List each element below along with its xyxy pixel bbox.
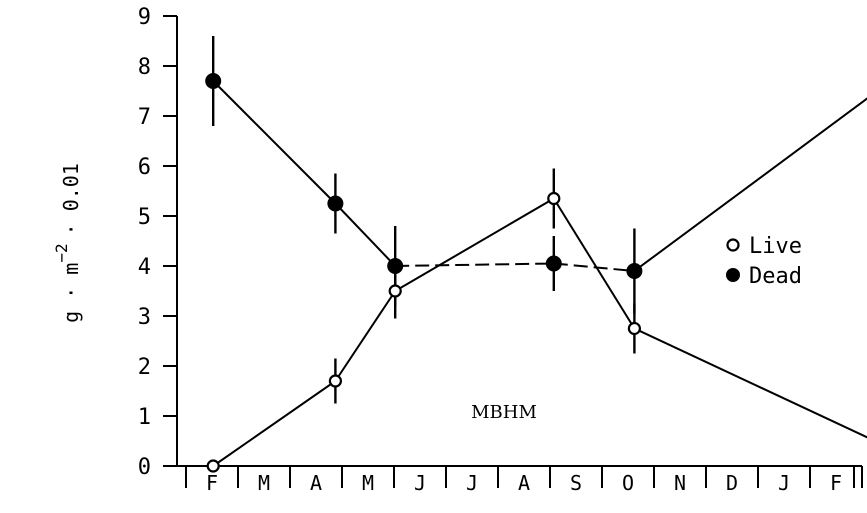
x-tick-label: F xyxy=(830,471,842,495)
error-bars-layer xyxy=(211,36,636,404)
y-axis-label-exponent: −2 xyxy=(52,243,71,262)
y-tick-label: 4 xyxy=(138,255,151,280)
series-lines-layer xyxy=(212,80,867,467)
legend-live-marker xyxy=(726,238,740,252)
x-tick-label: M xyxy=(362,471,374,495)
x-tick-label: J xyxy=(466,471,478,495)
y-tick-label: 9 xyxy=(138,5,151,30)
legend: Live Dead xyxy=(726,234,802,289)
y-tick-label: 1 xyxy=(138,405,151,430)
y-axis-label: g · m−2 · 0.01 xyxy=(52,163,83,323)
x-tick-label: J xyxy=(414,471,426,495)
series-line-dead xyxy=(212,80,337,205)
x-tick-label: M xyxy=(258,471,270,495)
data-point-dead xyxy=(205,73,222,89)
x-tick-label: O xyxy=(622,471,634,495)
data-point-live xyxy=(547,191,561,206)
axes-layer: 0 1 2 3 4 5 6 7 8 9 F M A M J J A S O N D J F xyxy=(138,5,863,495)
x-tick-label: J xyxy=(778,471,790,495)
x-tick-label: D xyxy=(726,471,738,495)
x-tick-label: N xyxy=(674,471,686,495)
legend-live-label: Live xyxy=(749,234,802,259)
data-point-dead xyxy=(626,263,643,279)
x-tick-label: F xyxy=(206,471,218,495)
data-point-dead xyxy=(545,255,562,272)
y-axis-label-base: g · m xyxy=(59,263,83,323)
y-tick-label: 0 xyxy=(138,455,151,480)
legend-dead-label: Dead xyxy=(749,264,802,289)
series-line-live xyxy=(633,327,867,439)
y-tick-label: 6 xyxy=(138,155,151,180)
data-point-live xyxy=(627,321,642,336)
series-line-dead xyxy=(633,97,867,272)
x-tick-label: A xyxy=(518,471,530,495)
y-tick-label: 3 xyxy=(138,305,151,330)
data-point-live xyxy=(206,459,220,473)
series-line-live xyxy=(334,290,397,382)
x-tick-label: A xyxy=(310,471,322,495)
series-line-live xyxy=(212,380,336,467)
data-point-live xyxy=(328,374,342,388)
data-point-dead xyxy=(387,258,404,274)
series-line-live xyxy=(394,197,555,292)
y-tick-label: 5 xyxy=(138,205,151,230)
y-tick-label: 7 xyxy=(138,105,151,130)
series-line-dead xyxy=(553,262,635,272)
data-point-dead xyxy=(327,195,344,212)
data-point-live xyxy=(388,284,402,298)
legend-dead-marker xyxy=(726,268,740,282)
y-tick-label: 8 xyxy=(138,55,151,80)
series-line-dead xyxy=(395,262,554,267)
series-line-dead xyxy=(334,202,396,267)
x-tick-label: S xyxy=(570,471,582,495)
y-tick-label: 2 xyxy=(138,355,151,380)
markers-layer xyxy=(205,73,643,473)
chart-annotation: MBHM xyxy=(471,402,537,423)
series-line-live xyxy=(552,197,636,330)
y-axis-label-tail: · 0.01 xyxy=(59,163,83,235)
